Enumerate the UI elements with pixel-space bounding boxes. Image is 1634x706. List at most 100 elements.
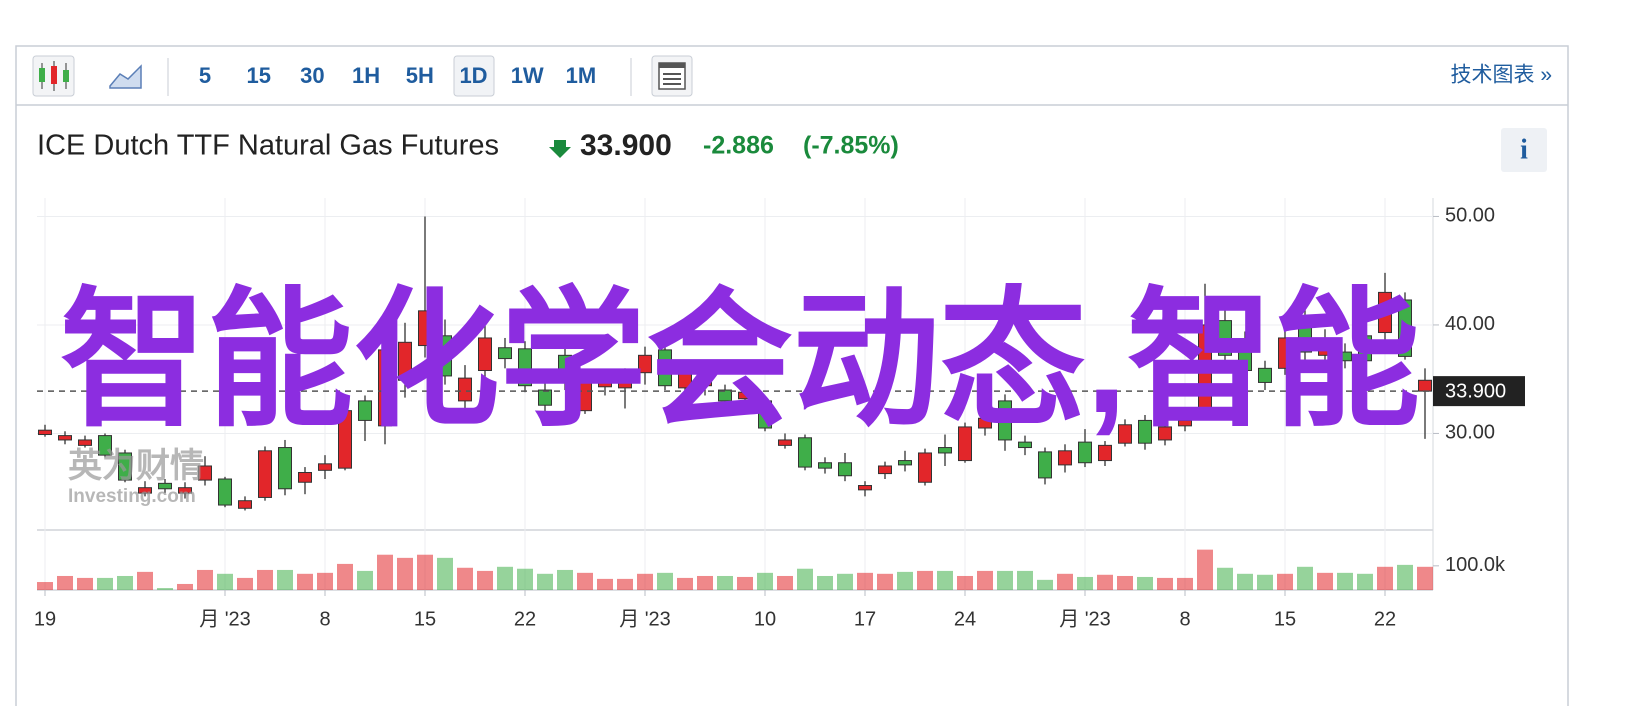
candle-body: [1098, 444, 1112, 462]
technical-chart-link[interactable]: 技术图表 »: [1450, 64, 1552, 87]
volume-bar: [797, 568, 813, 590]
x-tick-label: 月 '23: [1059, 608, 1111, 630]
x-tick-label: 15: [1274, 608, 1296, 630]
volume-bar: [237, 577, 253, 590]
candle-body: [998, 400, 1012, 441]
candle-body: [778, 439, 792, 446]
candle-body: [578, 377, 592, 412]
interval-button[interactable]: 15: [246, 63, 270, 88]
volume-bar: [57, 575, 73, 590]
volume-bar: [1337, 572, 1353, 590]
volume-bar: [1117, 575, 1133, 590]
volume-bar: [517, 568, 533, 590]
candle-body: [1118, 424, 1132, 444]
volume-bar: [917, 570, 933, 590]
volume-bar: [677, 577, 693, 590]
y-tick-label: 50.00: [1445, 205, 1495, 227]
candle-body: [278, 447, 292, 490]
volume-bar: [1317, 572, 1333, 590]
info-icon[interactable]: i: [1520, 134, 1528, 165]
candle-body: [238, 500, 252, 509]
candle-body: [78, 439, 92, 446]
interval-button[interactable]: 1W: [511, 63, 544, 88]
y-tick-label: 40.00: [1445, 313, 1495, 335]
candle-body: [978, 417, 992, 429]
volume-bar: [337, 563, 353, 590]
volume-bar: [397, 557, 413, 590]
table-icon-button[interactable]: [651, 55, 693, 97]
x-tick-label: 24: [954, 608, 976, 630]
overlay-text: 智能化学会动态,智能: [60, 276, 1420, 444]
volume-bar: [757, 572, 773, 590]
instrument-title: ICE Dutch TTF Natural Gas Futures: [37, 130, 499, 162]
candle-body: [1298, 317, 1312, 353]
candle-body: [598, 379, 612, 388]
volume-bar: [377, 554, 393, 590]
x-tick-label: 22: [514, 608, 536, 630]
candle-body: [1018, 441, 1032, 449]
area-icon-button[interactable]: [109, 64, 142, 89]
candle-body: [738, 391, 752, 400]
interval-button[interactable]: 30: [300, 63, 324, 88]
volume-bar: [1097, 574, 1113, 590]
volume-bar: [97, 577, 113, 590]
candle-body: [478, 337, 492, 372]
candle-body: [218, 478, 232, 506]
interval-button[interactable]: 1D: [459, 63, 487, 88]
candle-body: [1318, 339, 1332, 356]
x-tick-label: 8: [1179, 608, 1190, 630]
x-tick-label: 17: [854, 608, 876, 630]
x-tick-label: 月 '23: [199, 608, 251, 630]
last-price-tag: [1433, 376, 1525, 407]
candle-body: [878, 465, 892, 475]
x-tick-label: 8: [319, 608, 330, 630]
volume-bar: [117, 575, 133, 590]
candle-body: [398, 341, 412, 381]
volume-bar: [1237, 573, 1253, 590]
candle-body: [1398, 299, 1412, 357]
y-tick-label: 30.00: [1445, 422, 1495, 444]
candle-body: [438, 335, 452, 377]
candle-body: [198, 465, 212, 481]
interval-button[interactable]: 5H: [406, 63, 434, 88]
candle-body: [1058, 450, 1072, 466]
volume-bar: [1397, 564, 1413, 590]
info-button[interactable]: [1501, 128, 1547, 172]
candle-body: [898, 460, 912, 466]
candle-body: [818, 462, 832, 469]
volume-bar: [1357, 573, 1373, 590]
x-tick-label: 10: [754, 608, 776, 630]
candle-body: [538, 389, 552, 406]
candle-body: [638, 354, 652, 374]
candle-body: [258, 450, 272, 498]
volume-bar: [37, 582, 53, 590]
volume-bar: [417, 554, 433, 590]
candle-body: [958, 426, 972, 462]
volume-bar: [477, 570, 493, 590]
candle-body: [338, 410, 352, 469]
volume-bar: [357, 570, 373, 590]
candle-body: [1138, 419, 1152, 444]
interval-button[interactable]: 5: [199, 63, 211, 88]
last-price-tag-label: 33.900: [1445, 380, 1506, 402]
volume-bar: [617, 578, 633, 590]
active-interval-box: [453, 55, 495, 97]
volume-bar: [1057, 573, 1073, 590]
volume-tick-label: 100.0k: [1445, 554, 1506, 576]
candle-body: [838, 462, 852, 477]
candle-body: [918, 452, 932, 483]
volume-bar: [1037, 579, 1053, 590]
interval-button[interactable]: 1M: [566, 63, 597, 88]
volume-bar: [257, 569, 273, 590]
volume-bar: [657, 572, 673, 590]
x-tick-label: 19: [34, 608, 56, 630]
volume-bar: [877, 573, 893, 590]
volume-bar: [1277, 573, 1293, 590]
candle-icon-button[interactable]: [32, 55, 75, 97]
volume-bar: [777, 575, 793, 590]
candle-body: [558, 354, 572, 381]
volume-bar: [1417, 566, 1433, 590]
interval-button[interactable]: 1H: [352, 63, 380, 88]
